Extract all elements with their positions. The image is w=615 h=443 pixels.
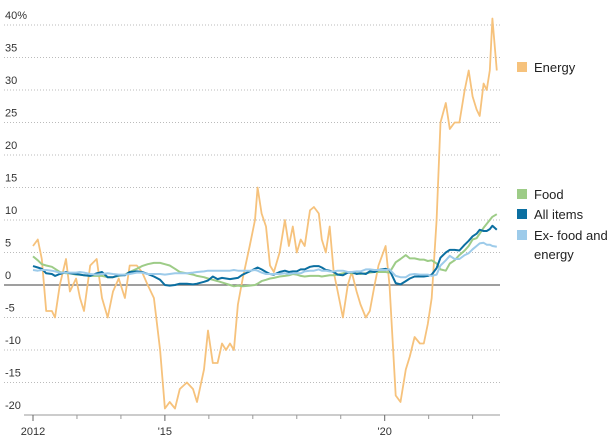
y-tick-label: 25 bbox=[5, 108, 17, 120]
legend-swatch bbox=[517, 189, 527, 199]
y-tick-label: 30 bbox=[5, 75, 17, 87]
y-tick-label: 15 bbox=[5, 173, 17, 185]
legend-label: Food bbox=[534, 187, 564, 202]
legend-item: Energy bbox=[517, 58, 614, 77]
y-tick-label: 10 bbox=[5, 205, 17, 217]
y-tick-label: 20 bbox=[5, 140, 17, 152]
legend-swatch bbox=[517, 62, 527, 72]
legend-item: Ex- food and energy bbox=[517, 226, 614, 264]
legend-label: Ex- food and energy bbox=[534, 228, 608, 262]
series-line bbox=[32, 17, 498, 410]
series-line bbox=[32, 241, 497, 279]
x-tick-label: '20 bbox=[378, 426, 392, 438]
y-tick-label: -5 bbox=[5, 303, 15, 315]
y-tick-label: -10 bbox=[5, 335, 21, 347]
legend-label: Energy bbox=[534, 60, 576, 75]
y-tick-label: -15 bbox=[5, 368, 21, 380]
y-tick-label: 35 bbox=[5, 43, 17, 55]
legend-item: All items bbox=[517, 205, 614, 224]
legend-swatch bbox=[517, 230, 527, 240]
legend-item: Food bbox=[517, 185, 614, 204]
y-tick-label: 40% bbox=[5, 10, 27, 22]
legend-swatch bbox=[517, 209, 527, 219]
x-tick-label: 2012 bbox=[21, 426, 45, 438]
x-tick-label: '15 bbox=[158, 426, 172, 438]
legend-label: All items bbox=[534, 207, 584, 222]
y-tick-label: -20 bbox=[5, 400, 21, 412]
y-tick-label: 5 bbox=[5, 238, 11, 250]
y-tick-label: 0 bbox=[5, 270, 11, 282]
